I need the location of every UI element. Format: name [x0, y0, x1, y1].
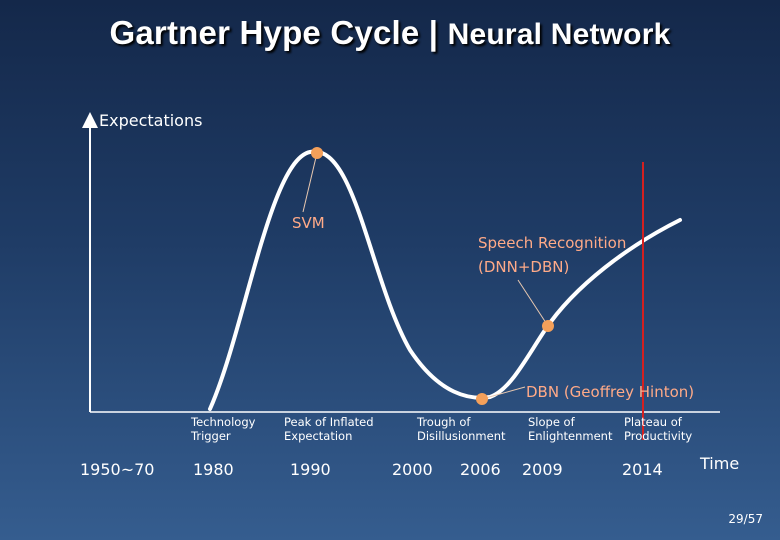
svm-leader-line: [302, 152, 318, 213]
dbn-leader-line: [481, 386, 526, 400]
phase-label-technology-trigger: Technology Trigger: [191, 415, 255, 443]
dbn-marker: [476, 393, 488, 405]
speech-annotation-line2: (DNN+DBN): [478, 258, 570, 276]
year-label: 1990: [290, 460, 331, 479]
x-axis-label: Time: [700, 454, 740, 473]
phase-label-line2: Productivity: [624, 429, 693, 443]
phase-label-line1: Peak of Inflated: [284, 415, 374, 429]
slide-title: Gartner Hype Cycle | Neural Network: [0, 14, 780, 52]
speech-leader-line: [517, 279, 549, 327]
svm-marker: [311, 147, 323, 159]
phase-label-line1: Technology: [191, 415, 256, 429]
phase-label-line2: Enlightenment: [528, 429, 613, 443]
year-label: 1950~70: [80, 460, 155, 479]
speech-annotation-line1: Speech Recognition: [478, 234, 627, 252]
phase-label-plateau: Plateau of Productivity: [624, 415, 692, 443]
phase-label-line1: Plateau of: [624, 415, 682, 429]
page-number: 29/57: [728, 512, 763, 526]
phase-label-line2: Expectation: [284, 429, 353, 443]
phase-label-line1: Slope of: [528, 415, 575, 429]
phase-label-slope: Slope of Enlightenment: [528, 415, 612, 443]
hype-curve: [208, 149, 682, 411]
speech-marker: [542, 320, 554, 332]
phase-label-line1: Trough of: [417, 415, 471, 429]
year-label: 2014: [622, 460, 663, 479]
phase-label-trough: Trough of Disillusionment: [417, 415, 506, 443]
speech-annotation: Speech Recognition (DNN+DBN): [478, 231, 626, 279]
year-label: 2009: [522, 460, 563, 479]
y-axis-label: Expectations: [99, 111, 203, 130]
dbn-annotation: DBN (Geoffrey Hinton): [526, 383, 695, 401]
year-label: 2006: [460, 460, 501, 479]
year-label: 1980: [193, 460, 234, 479]
phase-label-peak: Peak of Inflated Expectation: [284, 415, 374, 443]
svm-annotation: SVM: [292, 214, 325, 232]
year-label: 2000: [392, 460, 433, 479]
title-part1: Gartner Hype Cycle |: [109, 14, 448, 51]
phase-label-line2: Disillusionment: [417, 429, 506, 443]
title-part2: Neural Network: [447, 18, 671, 51]
phase-label-line2: Trigger: [191, 429, 231, 443]
